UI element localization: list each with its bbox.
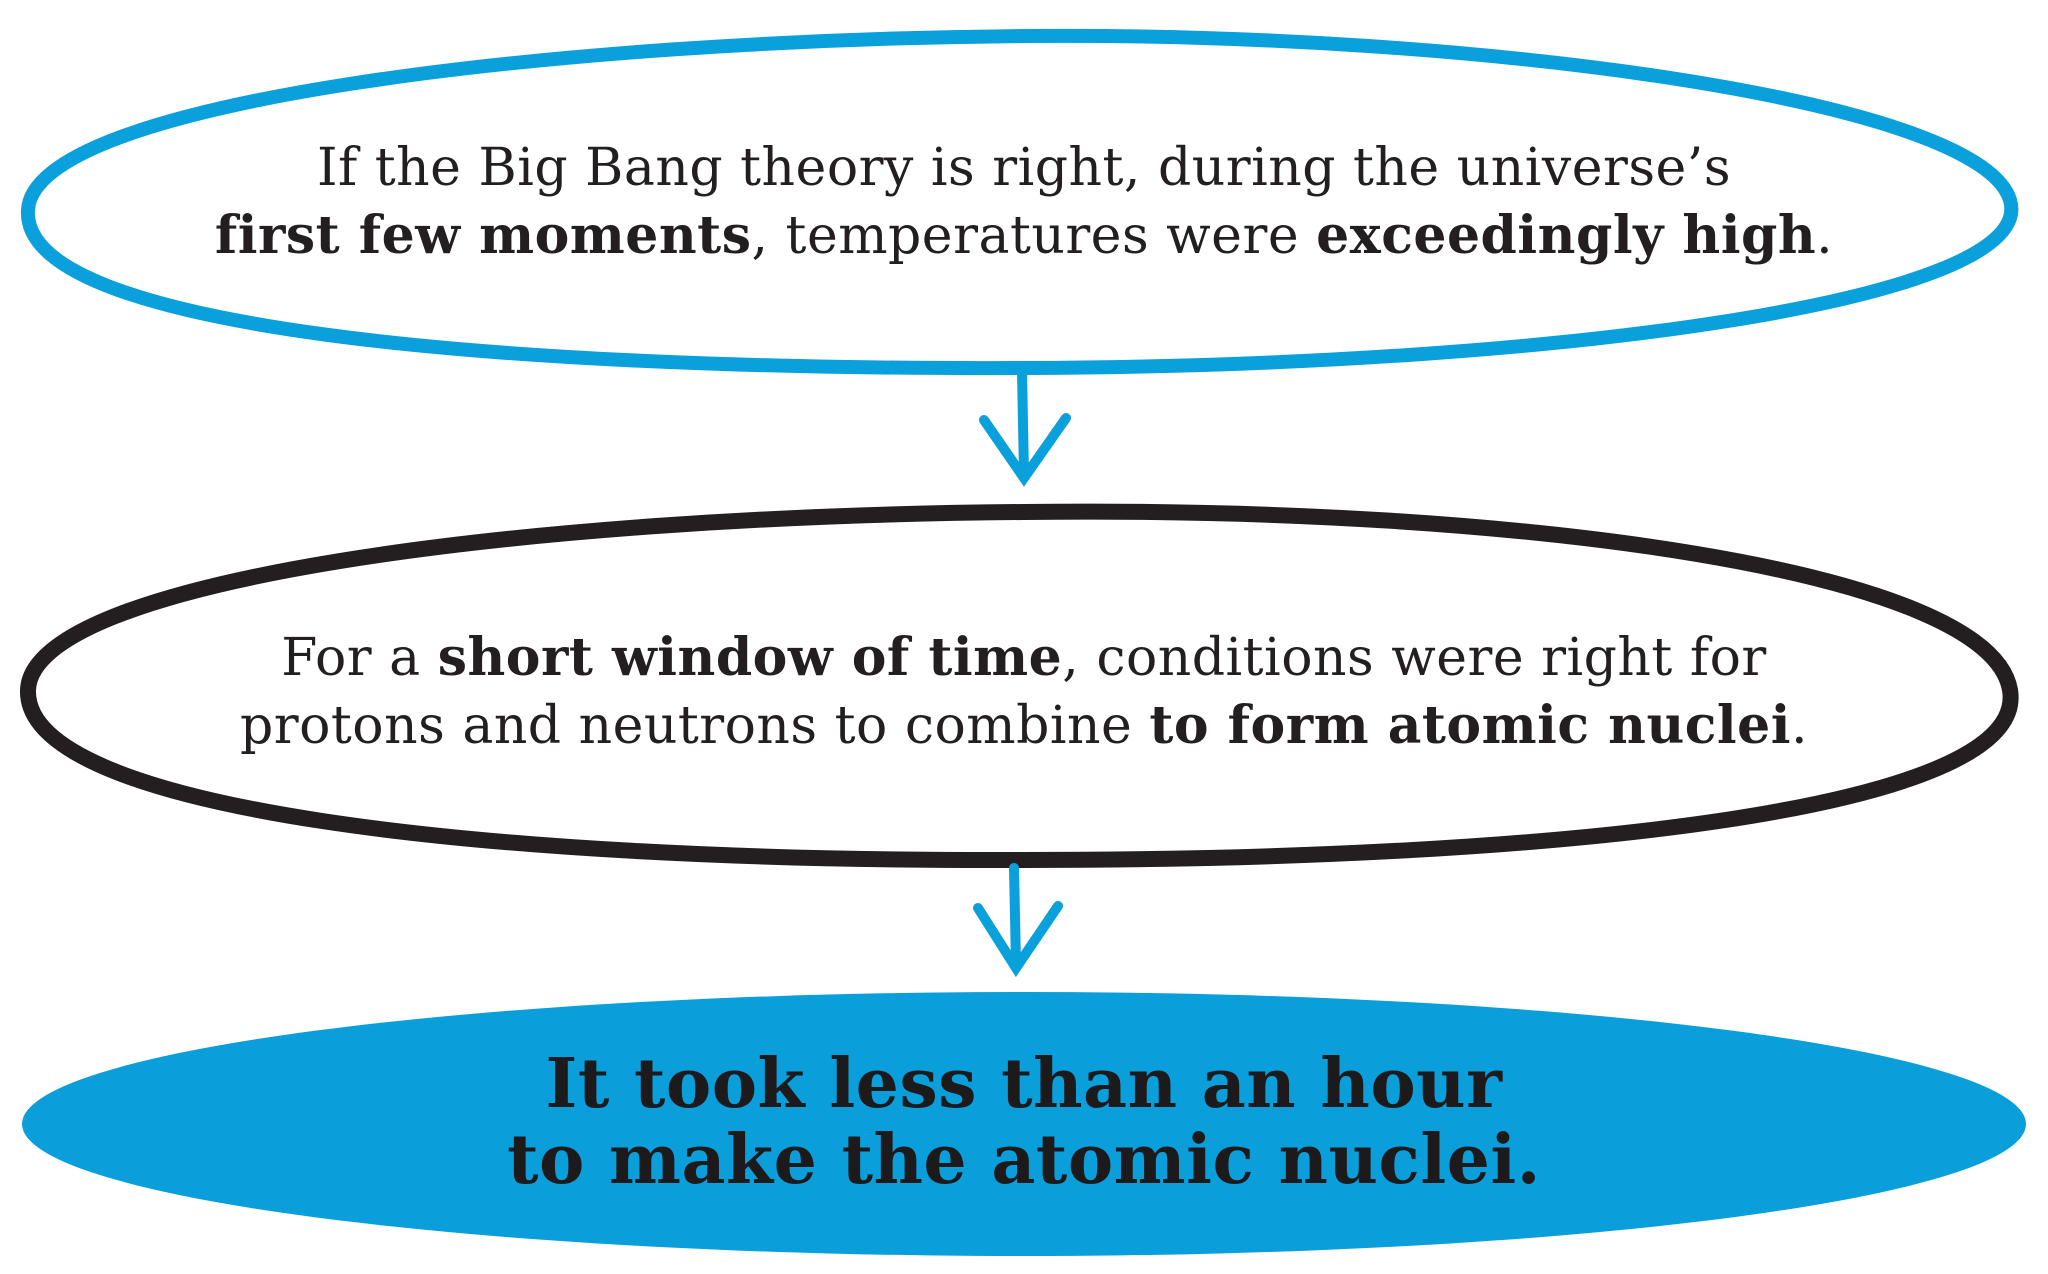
node-2-part-2: , conditions were right for <box>1062 628 1767 688</box>
node-3-line-1: It took less than an hour <box>545 1044 1503 1124</box>
node-1-part-3: exceedingly high <box>1316 205 1817 266</box>
node-3-line-2: to make the atomic nuclei. <box>507 1120 1541 1200</box>
node-1-part-4: . <box>1816 206 1834 266</box>
node-1-part-0: If the Big Bang theory is right, during … <box>316 138 1732 198</box>
node-2-part-0: For a <box>281 628 438 688</box>
node-2-text: For a short window of time, conditions w… <box>150 624 1898 760</box>
node-2-part-1: short window of time <box>437 627 1063 688</box>
node-1-text: If the Big Bang theory is right, during … <box>150 134 1898 270</box>
node-1-part-1: first few moments <box>214 205 752 266</box>
arrow-2-icon <box>973 863 1063 978</box>
node-2-part-5: . <box>1791 696 1809 756</box>
node-2-outline <box>19 503 2019 869</box>
arrow-1-icon <box>979 367 1071 487</box>
node-2-part-3: protons and neutrons to combine <box>239 696 1150 756</box>
node-3-fill <box>22 992 2026 1256</box>
node-2-part-4: to form atomic nuclei <box>1149 695 1792 756</box>
node-3-text: It took less than an hour to make the at… <box>150 1046 1898 1198</box>
node-1-part-2: , temperatures were <box>751 206 1317 266</box>
